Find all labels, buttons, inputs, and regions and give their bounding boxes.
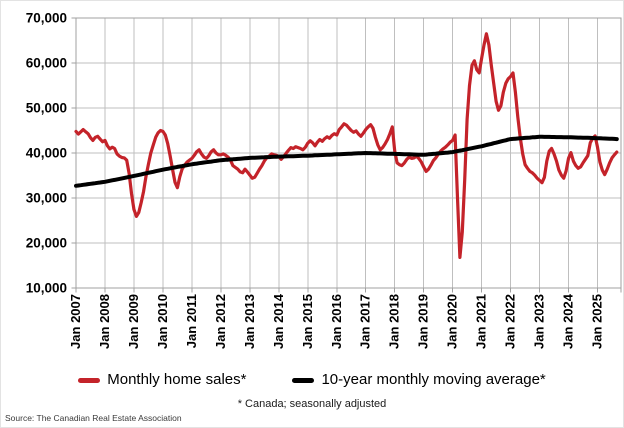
x-tick-label: Jan 2007 [68,294,83,349]
x-tick-label: Jan 2012 [213,294,228,349]
legend-label-monthly-home-sales: Monthly home sales* [107,371,247,388]
x-tick-label: Jan 2023 [532,294,547,349]
x-tick-label: Jan 2013 [242,294,257,349]
legend-item-monthly-home-sales: Monthly home sales* [78,370,246,390]
y-tick-label: 70,000 [26,11,67,26]
x-tick-label: Jan 2014 [271,293,286,349]
black-line-swatch [292,377,315,383]
x-tick-label: Jan 2018 [387,294,402,349]
source-credit: Source: The Canadian Real Estate Associa… [5,413,182,423]
legend-label-moving-average: 10-year monthly moving average* [321,371,546,388]
x-tick-label: Jan 2019 [416,294,431,349]
red-line-swatch [78,377,101,383]
chart-legend: Monthly home sales* 10-year monthly movi… [1,370,623,390]
y-tick-label: 40,000 [26,146,67,161]
y-tick-label: 60,000 [26,56,67,71]
chart-plot-area: 70,000 60,000 50,000 40,000 30,000 20,000 10,0… [26,11,622,349]
x-tick-label: Jan 2015 [300,294,315,349]
x-tick-label: Jan 2025 [590,294,605,349]
monthly-home-sales-line [74,32,619,259]
x-tick-label: Jan 2022 [503,294,518,349]
chart-footnote: * Canada; seasonally adjusted [237,398,387,410]
x-tick-label: Jan 2021 [474,294,489,349]
x-tick-label: Jan 2011 [184,294,199,348]
plot-frame [75,17,622,289]
x-tick-label: Jan 2020 [445,294,460,349]
legend-item-moving-average: 10-year monthly moving average* [292,370,546,390]
y-tick-label: 20,000 [26,236,67,251]
ten-year-moving-average-line [74,134,619,188]
y-tick-label: 50,000 [26,101,67,116]
y-tick-label: 30,000 [26,191,67,206]
x-tick-label: Jan 2009 [126,294,141,349]
x-tick-label: Jan 2024 [561,293,576,349]
y-tick-label: 10,000 [26,281,67,296]
x-tick-label: Jan 2016 [329,294,344,349]
x-tick-label: Jan 2017 [358,294,373,349]
x-tick-label: Jan 2010 [155,294,170,349]
x-tick-label: Jan 2008 [97,294,112,349]
